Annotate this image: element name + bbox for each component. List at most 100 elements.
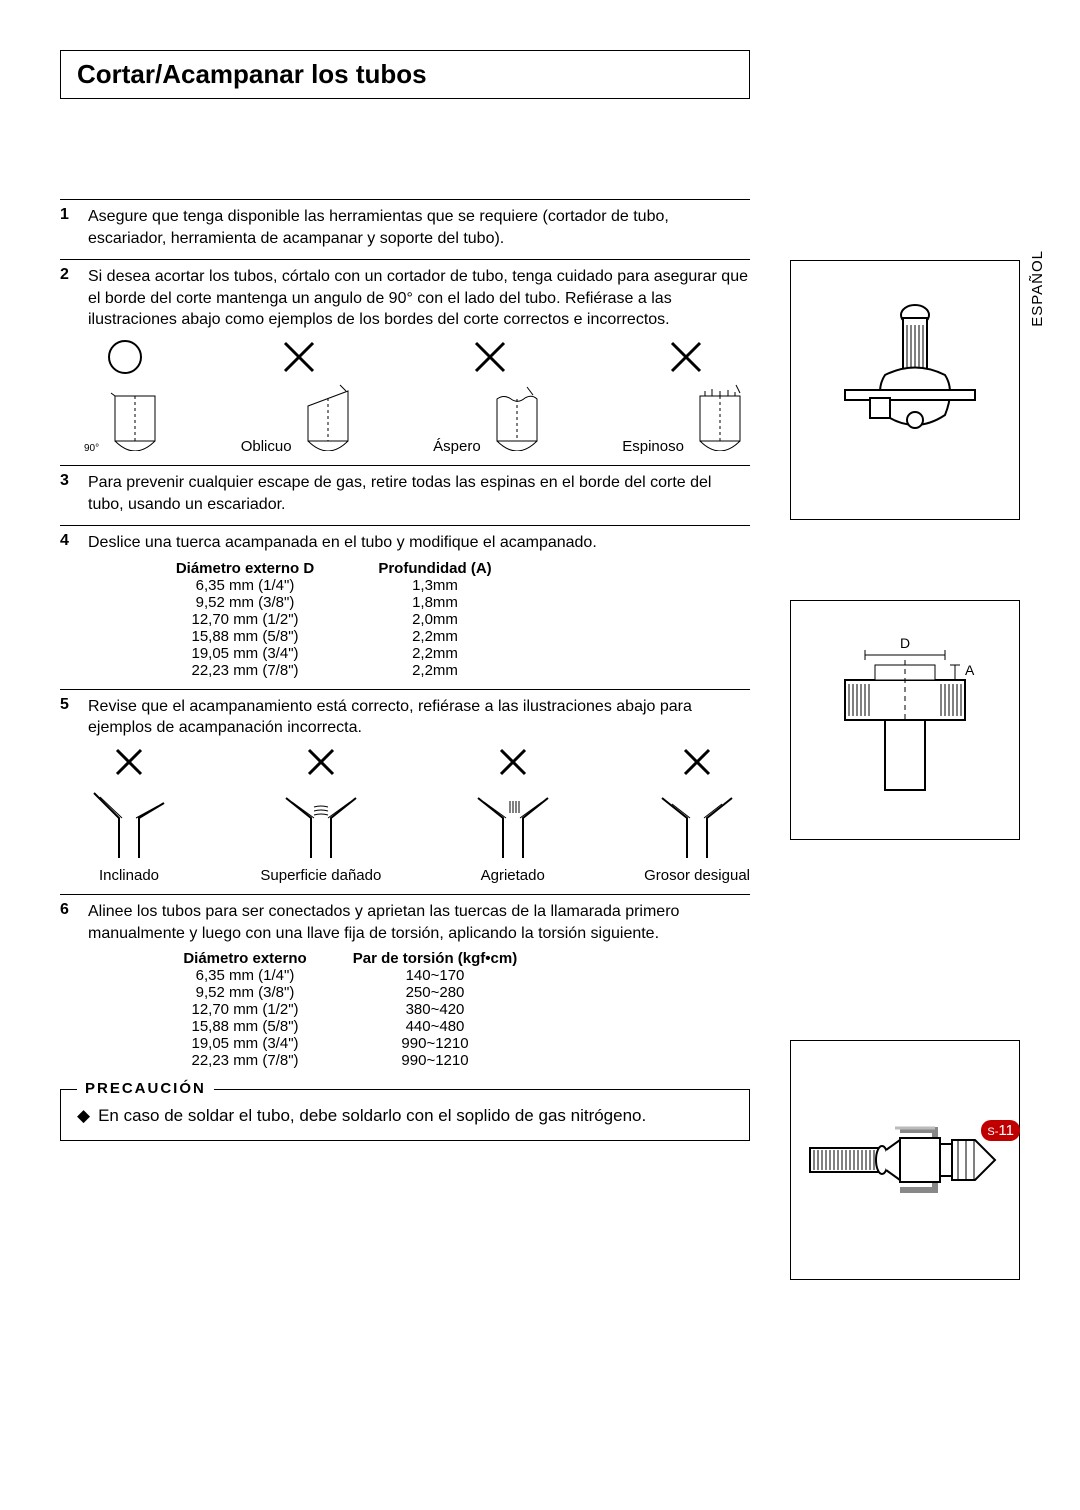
cut-label: Áspero [433,438,481,455]
flare-inclined: Inclinado [84,745,174,884]
table-row: 6,35 mm (1/4")140~170 [170,967,750,984]
page-prefix: S- [987,1126,998,1138]
x-bad-icon [279,337,319,377]
th: Diámetro externo D [170,560,320,577]
step-2: 2 Si desea acortar los tubos, córtalo co… [60,266,750,331]
flare-inclined-icon [84,783,174,863]
step-number: 3 [60,472,74,515]
x-bad-icon [496,745,530,779]
tube-rough-icon [487,381,547,451]
divider [60,465,750,466]
step-1: 1 Asegure que tenga disponible las herra… [60,206,750,249]
cell: 9,52 mm (3/8") [170,594,320,611]
divider [60,894,750,895]
step-text: Deslice una tuerca acampanada en el tubo… [88,532,750,554]
divider [60,525,750,526]
cell: 250~280 [350,984,520,1001]
torque-table: Diámetro externoPar de torsión (kgf•cm) … [60,950,750,1069]
table-row: 9,52 mm (3/8") 1,8mm [170,594,750,611]
table-row: 15,88 mm (5/8") 2,2mm [170,628,750,645]
cut-label: Espinoso [622,438,684,455]
step-number: 5 [60,696,74,739]
step-text: Asegure que tenga disponible las herrami… [88,206,750,249]
flare-diagrams: Inclinado Superficie dañado Agrietad [60,745,750,884]
cell: 990~1210 [350,1052,520,1069]
divider [60,259,750,260]
table-row: 19,05 mm (3/4") 990~1210 [170,1035,750,1052]
title-box: Cortar/Acampanar los tubos [60,50,750,99]
angle-label: 90° [84,443,99,454]
step-3: 3 Para prevenir cualquier escape de gas,… [60,472,750,515]
step-5: 5 Revise que el acampanamiento está corr… [60,696,750,739]
step-number: 4 [60,532,74,554]
step-4: 4 Deslice una tuerca acampanada en el tu… [60,532,750,554]
cell: 22,23 mm (7/8") [170,662,320,679]
flare-label: Superficie dañado [260,867,381,884]
step-text: Alinee los tubos para ser conectados y a… [88,901,750,944]
cell: 6,35 mm (1/4") [170,577,320,594]
flare-uneven: Grosor desigual [644,745,750,884]
cut-edge-diagrams: 90° Oblicuo [60,337,750,455]
side-figure-cutter [790,260,1020,520]
caution-text: En caso de soldar el tubo, debe soldarlo… [98,1106,646,1126]
table-row: 12,70 mm (1/2")2,0mm [170,611,750,628]
cell: 12,70 mm (1/2") [170,1001,320,1018]
step-number: 1 [60,206,74,249]
cut-correct: 90° [84,337,165,455]
cell: 380~420 [350,1001,520,1018]
label-a: A [965,662,975,678]
page-title: Cortar/Acampanar los tubos [77,59,733,90]
side-figure-depth: D A [790,600,1020,840]
tube-connect-icon [800,1110,1010,1210]
flare-cracked-icon [468,783,558,863]
cell: 2,2mm [350,662,520,679]
x-bad-icon [666,337,706,377]
table-row: 12,70 mm (1/2") 380~420 [170,1001,750,1018]
flare-label: Agrietado [481,867,545,884]
table-row: 22,23 mm (7/8") 2,2mm [170,662,750,679]
cell: 440~480 [350,1018,520,1035]
cell: 1,3mm [350,577,520,594]
depth-table: Diámetro externo D Profundidad (A) 6,35 m… [60,560,750,679]
cut-oblique: Oblicuo [241,337,358,455]
divider [60,199,750,200]
cell: 2,2mm [350,645,520,662]
tube-straight-icon [105,381,165,451]
cell: 990~1210 [350,1035,520,1052]
step-number: 6 [60,901,74,944]
table-row: 19,05 mm (3/4")2,2mm [170,645,750,662]
cell: 2,2mm [350,628,520,645]
flare-damaged-icon [276,783,366,863]
step-text: Revise que el acampanamiento está correc… [88,696,750,739]
cell: 1,8mm [350,594,520,611]
table-row: 15,88 mm (5/8")440~480 [170,1018,750,1035]
caution-box: PRECAUCIÓN ◆ En caso de soldar el tubo, … [60,1089,750,1141]
page-number: S-11 [981,1120,1020,1141]
flare-uneven-icon [652,783,742,863]
circle-ok-icon [105,337,145,377]
side-figure-connect [790,1040,1020,1280]
x-bad-icon [112,745,146,779]
tube-oblique-icon [298,381,358,451]
tube-burr-icon [690,381,750,451]
cell: 6,35 mm (1/4") [170,967,320,984]
step-number: 2 [60,266,74,331]
th: Profundidad (A) [350,560,520,577]
table-row: 22,23 mm (7/8")990~1210 [170,1052,750,1069]
step-text: Si desea acortar los tubos, córtalo con … [88,266,750,331]
th: Par de torsión (kgf•cm) [350,950,520,967]
cell: 15,88 mm (5/8") [170,628,320,645]
divider [60,689,750,690]
tube-cutter-icon [825,290,985,490]
table-row: 9,52 mm (3/8") 250~280 [170,984,750,1001]
cut-rough: Áspero [433,337,547,455]
flare-depth-icon: D A [805,620,1005,820]
cell: 19,05 mm (3/4") [170,1035,320,1052]
x-bad-icon [470,337,510,377]
bullet-icon: ◆ [77,1106,90,1126]
cell: 9,52 mm (3/8") [170,984,320,1001]
th: Diámetro externo [170,950,320,967]
page-num-value: 11 [998,1122,1014,1139]
cut-burr: Espinoso [622,337,750,455]
x-bad-icon [680,745,714,779]
